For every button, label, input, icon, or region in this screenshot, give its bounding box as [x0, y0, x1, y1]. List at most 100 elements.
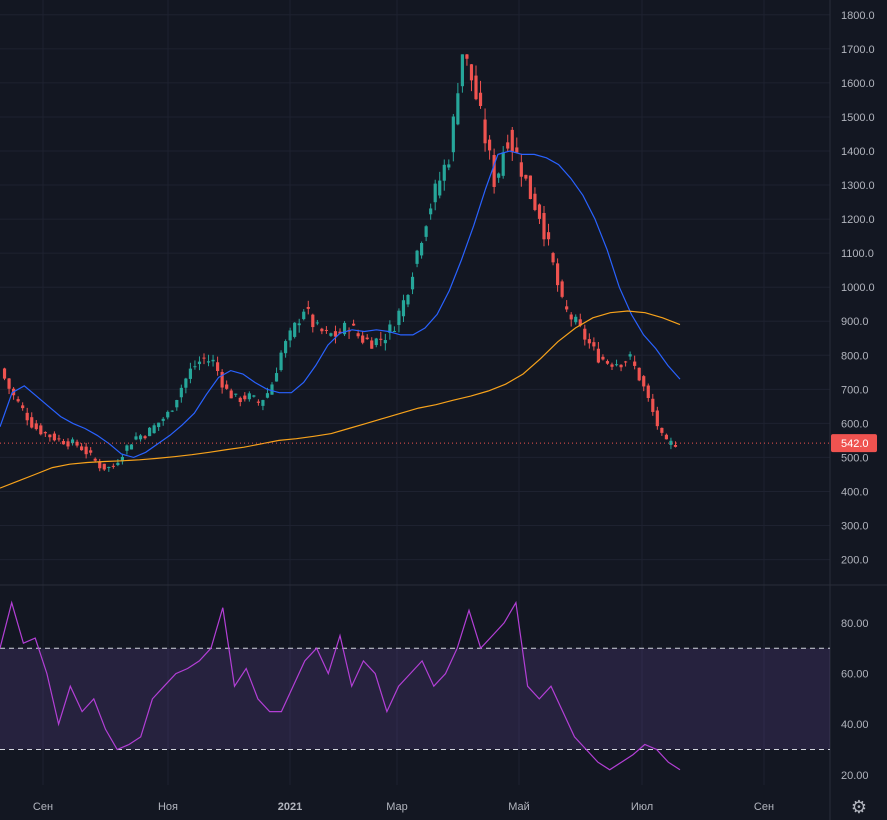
candle-body	[474, 75, 478, 100]
candle-body	[261, 400, 265, 406]
candle-body	[601, 356, 605, 360]
moving-averages	[0, 150, 681, 489]
y-tick-label: 1300.0	[841, 180, 875, 192]
candle-body	[406, 295, 410, 305]
candle-body	[197, 361, 202, 365]
candle-body	[193, 366, 197, 368]
candle-body	[556, 263, 560, 286]
candle-body	[533, 193, 537, 210]
candle-body	[478, 92, 483, 106]
candle-body	[397, 310, 401, 325]
candle-body	[107, 466, 111, 468]
candle-body	[34, 423, 38, 430]
candle-body	[501, 152, 505, 176]
candle-body	[578, 319, 582, 326]
candle-body	[415, 250, 419, 264]
candle-body	[456, 93, 460, 125]
y-tick-label: 900.0	[841, 316, 869, 328]
candle-body	[75, 441, 79, 446]
candle-body	[605, 361, 610, 364]
x-tick-label: Май	[508, 801, 530, 813]
candle-body	[424, 226, 428, 237]
candle-body	[21, 405, 25, 409]
candle-body	[574, 316, 578, 323]
y-tick-label: 1100.0	[841, 248, 874, 260]
last-price-badge: 542.0	[831, 434, 877, 453]
candle-body	[252, 395, 256, 397]
candle-body	[646, 385, 650, 398]
candle-body	[256, 401, 260, 403]
candle-body	[225, 384, 229, 389]
candle-body	[120, 456, 124, 462]
candle-body	[510, 129, 514, 153]
rsi-tick-label: 40.00	[841, 719, 869, 731]
candle-body	[642, 376, 646, 387]
candle-body	[352, 323, 356, 326]
candle-body	[519, 162, 523, 177]
candle-body	[270, 384, 274, 395]
rsi-band	[0, 648, 830, 750]
candle-body	[288, 330, 292, 341]
candle-body	[320, 328, 324, 332]
candle-body	[356, 333, 360, 337]
candle-body	[48, 434, 52, 438]
candle-body	[284, 341, 288, 354]
candle-body	[673, 444, 678, 447]
candle-body	[7, 378, 11, 389]
candle-body	[125, 445, 129, 451]
candle-body	[361, 335, 365, 343]
rsi-line	[0, 600, 681, 771]
candle-body	[170, 410, 174, 412]
candle-body	[175, 399, 179, 408]
candle-body	[66, 441, 70, 447]
candle-body	[134, 436, 138, 440]
x-tick-label: Ноя	[158, 801, 178, 813]
rsi-tick-label: 20.00	[841, 770, 869, 782]
candle-body	[16, 399, 20, 402]
candle-body	[184, 378, 188, 388]
candle-body	[297, 323, 301, 326]
price-axis: 200.0 300.0 400.0 500.0 600.0 700.0 800.0 900.0…	[841, 10, 875, 567]
x-tick-label: Июл	[631, 801, 653, 813]
x-tick-label: Мар	[386, 801, 408, 813]
candle-body	[596, 348, 600, 363]
candle-body	[306, 306, 310, 309]
y-tick-label: 1800.0	[841, 10, 875, 22]
ma-line	[0, 150, 681, 459]
candle-body	[80, 446, 84, 451]
candle-body	[116, 462, 120, 466]
candle-body	[152, 425, 156, 434]
candle-body	[161, 418, 165, 421]
candle-body	[447, 164, 451, 168]
candles	[2, 54, 678, 472]
y-tick-label: 1700.0	[841, 44, 875, 56]
candle-body	[98, 461, 102, 469]
candle-body	[279, 352, 283, 371]
candle-body	[138, 435, 143, 440]
candle-body	[655, 410, 659, 427]
x-tick-label: Сен	[33, 801, 53, 813]
candle-body	[401, 300, 406, 317]
candle-body	[293, 322, 297, 337]
candle-body	[324, 329, 328, 331]
candle-body	[39, 425, 43, 435]
candle-body	[365, 337, 369, 340]
candle-body	[157, 422, 161, 428]
candle-body	[420, 242, 424, 256]
gear-icon[interactable]: ⚙	[850, 797, 868, 817]
y-tick-label: 1000.0	[841, 282, 875, 294]
candle-body	[111, 465, 115, 467]
candle-body	[628, 354, 632, 357]
candle-body	[370, 340, 374, 349]
candle-body	[234, 393, 238, 395]
candle-body	[442, 164, 446, 181]
candle-body	[379, 338, 383, 340]
candle-body	[342, 322, 347, 335]
candle-body	[315, 322, 319, 324]
candle-body	[497, 173, 501, 178]
candle-body	[515, 147, 519, 153]
candle-body	[333, 331, 338, 337]
y-tick-label: 400.0	[841, 486, 869, 498]
candle-body	[524, 174, 528, 179]
